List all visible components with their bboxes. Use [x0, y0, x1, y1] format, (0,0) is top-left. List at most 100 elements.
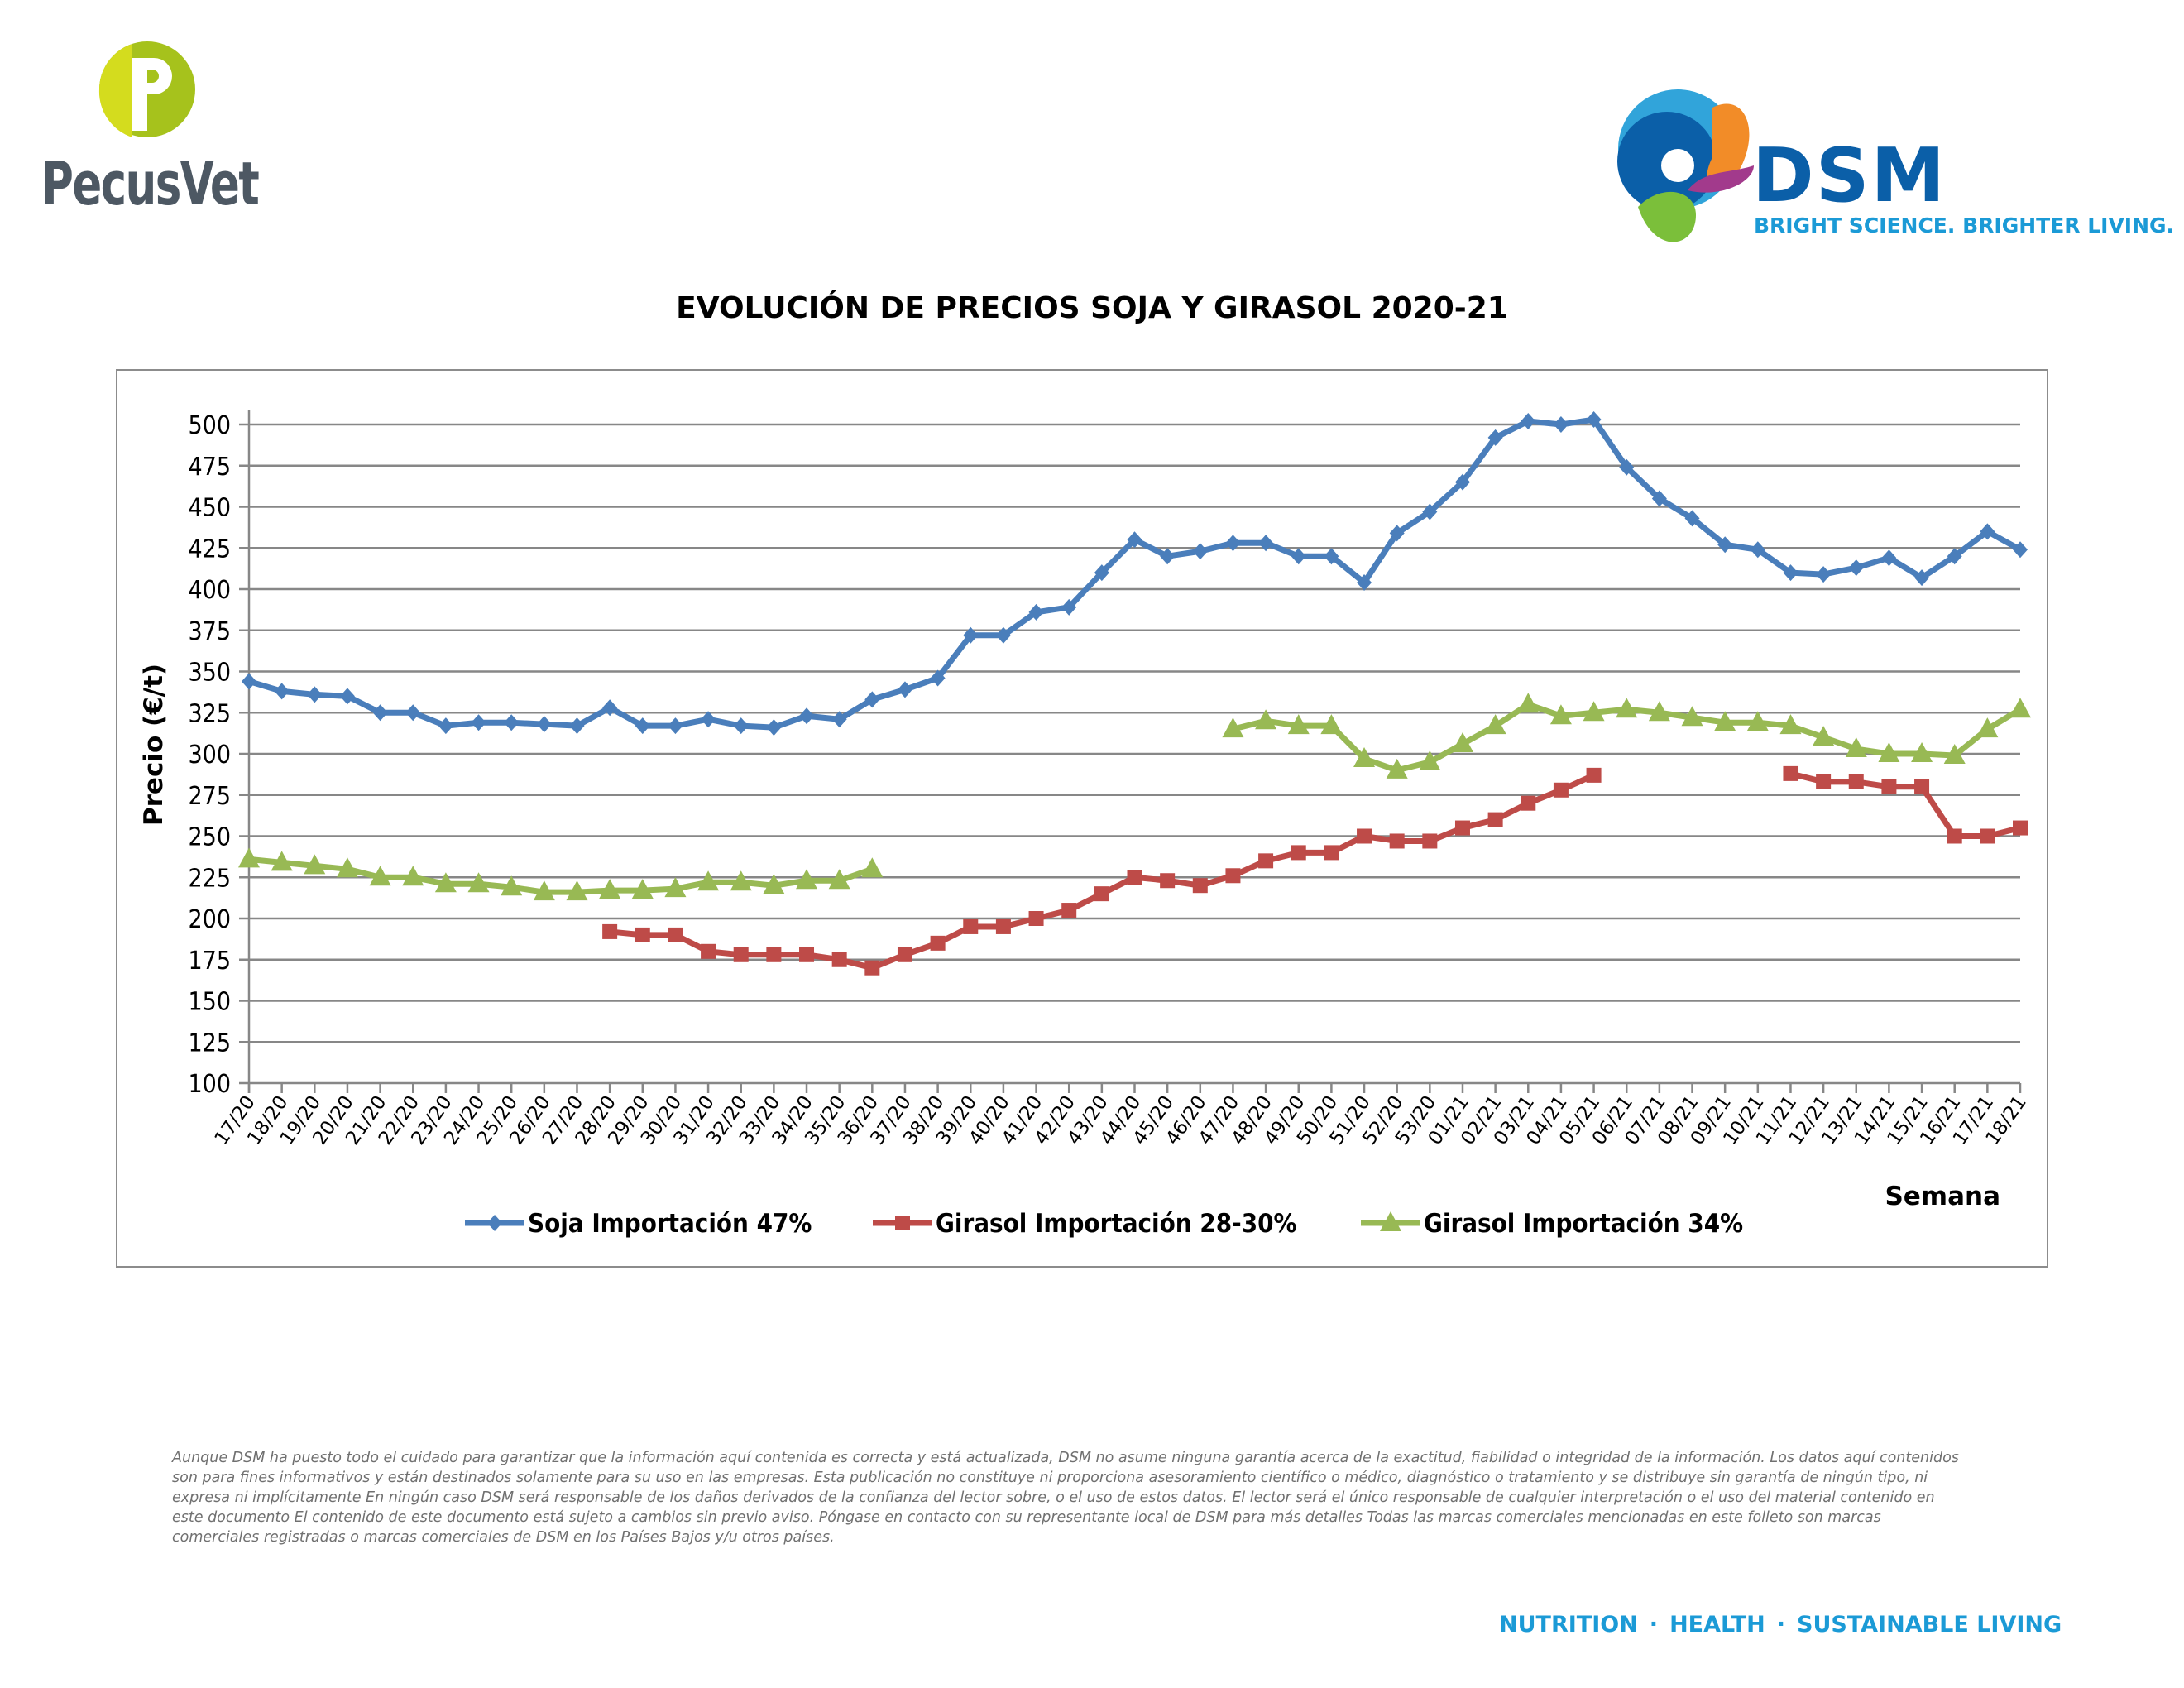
- y-tick-label: 200: [188, 905, 231, 934]
- square-marker: [1258, 853, 1274, 869]
- square-marker: [1848, 774, 1864, 789]
- square-marker: [1061, 903, 1077, 918]
- diamond-marker: [1619, 458, 1635, 476]
- diamond-marker: [1389, 525, 1405, 542]
- square-marker: [864, 960, 880, 976]
- triangle-marker: [402, 866, 424, 886]
- diamond-marker: [668, 717, 683, 735]
- series-line: [609, 772, 1596, 971]
- diamond-marker: [1586, 411, 1602, 429]
- series-girasol-importaci-n-34-: [238, 693, 2031, 901]
- triangle-marker: [2009, 698, 2031, 718]
- triangle-marker: [763, 874, 785, 894]
- chart-title: EVOLUCIÓN DE PRECIOS SOJA Y GIRASOL 2020…: [676, 291, 1508, 325]
- triangle-marker: [730, 870, 752, 891]
- x-axis-ticks: 17/2018/2019/2020/2021/2022/2023/2024/20…: [211, 1092, 2031, 1149]
- legend: Soja Importación 47% Girasol Importación …: [465, 1209, 1743, 1239]
- triangle-marker: [566, 880, 588, 901]
- diamond-marker: [1192, 543, 1208, 560]
- diamond-marker: [1521, 413, 1536, 430]
- square-marker: [963, 918, 979, 934]
- series-group: [238, 411, 2031, 976]
- dsm-tagline: BRIGHT SCIENCE. BRIGHTER LIVING.: [1754, 213, 2175, 237]
- diamond-marker: [1127, 531, 1142, 549]
- square-marker: [799, 947, 815, 962]
- triangle-marker: [500, 875, 523, 896]
- diamond-marker: [242, 673, 256, 690]
- square-marker: [1291, 845, 1306, 861]
- diamond-marker: [733, 717, 749, 735]
- square-marker: [831, 952, 847, 967]
- square-marker: [930, 935, 946, 951]
- tagline-separator: ·: [1776, 1612, 1786, 1638]
- triangle-marker: [1386, 758, 1408, 779]
- diamond-marker: [372, 704, 388, 722]
- triangle-marker: [631, 879, 654, 899]
- triangle-marker: [1419, 750, 1441, 770]
- series-girasol-importaci-n-28-30-: [602, 765, 2028, 976]
- diamond-marker: [569, 717, 585, 735]
- triangle-marker: [1320, 714, 1343, 735]
- diamond-marker: [1028, 603, 1044, 621]
- pecusvet-logo: [98, 41, 195, 137]
- triangle-marker: [796, 869, 818, 890]
- triangle-marker: [1255, 709, 1277, 730]
- diamond-marker: [766, 719, 782, 736]
- diamond-marker: [274, 683, 290, 700]
- square-marker: [635, 927, 650, 942]
- triangle-marker: [599, 879, 621, 899]
- square-marker: [1914, 779, 1930, 794]
- y-tick-label: 375: [188, 617, 231, 646]
- square-marker: [1324, 845, 1339, 861]
- triangle-marker: [664, 877, 687, 898]
- y-tick-label: 250: [188, 823, 231, 852]
- triangle-marker: [1976, 717, 1999, 738]
- y-tick-label: 350: [188, 659, 231, 688]
- diamond-marker: [897, 681, 912, 698]
- square-marker: [1487, 812, 1503, 827]
- square-marker: [733, 947, 749, 962]
- y-tick-label: 175: [188, 947, 231, 976]
- triangle-marker: [271, 851, 293, 871]
- triangle-marker: [304, 854, 326, 875]
- diamond-marker: [1848, 559, 1864, 577]
- square-marker: [1783, 765, 1798, 781]
- tagline-nutrition: NUTRITION: [1499, 1612, 1638, 1638]
- square-marker: [1521, 795, 1536, 811]
- triangle-marker: [1583, 701, 1605, 722]
- diamond-marker: [1160, 548, 1176, 565]
- diamond-marker: [536, 716, 552, 733]
- diamond-marker: [963, 626, 979, 644]
- diamond-marker: [1717, 536, 1733, 554]
- square-marker: [1881, 779, 1897, 794]
- diamond-marker: [2013, 541, 2028, 559]
- dsm-logo: [1617, 89, 1754, 242]
- triangle-marker: [1287, 714, 1310, 735]
- legend-label: Soja Importación 47%: [528, 1209, 812, 1239]
- chart-frame: [116, 369, 2048, 1268]
- triangle-marker: [1813, 726, 1835, 746]
- diamond-marker: [1225, 535, 1241, 552]
- square-marker: [701, 943, 716, 959]
- y-tick-label: 450: [188, 494, 231, 523]
- diamond-marker: [1816, 566, 1832, 583]
- square-marker: [2013, 820, 2028, 836]
- diamond-marker: [1980, 523, 1995, 540]
- square-marker: [995, 918, 1011, 934]
- triangle-marker: [1616, 698, 1638, 718]
- diamond-marker: [1422, 503, 1438, 520]
- triangle-marker: [1517, 693, 1540, 713]
- square-marker: [1225, 868, 1241, 884]
- tagline-sustainable-living: SUSTAINABLE LIVING: [1797, 1612, 2062, 1638]
- tagline-separator: ·: [1649, 1612, 1659, 1638]
- square-marker: [895, 1216, 910, 1230]
- triangle-marker: [1451, 732, 1473, 753]
- square-marker: [1127, 870, 1142, 885]
- y-tick-label: 325: [188, 699, 231, 728]
- triangle-marker: [1714, 711, 1736, 731]
- triangle-marker: [1845, 737, 1867, 758]
- triangle-marker: [1943, 743, 1966, 764]
- y-tick-label: 500: [188, 411, 231, 440]
- diamond-marker: [1094, 564, 1109, 582]
- diamond-marker: [1357, 574, 1372, 592]
